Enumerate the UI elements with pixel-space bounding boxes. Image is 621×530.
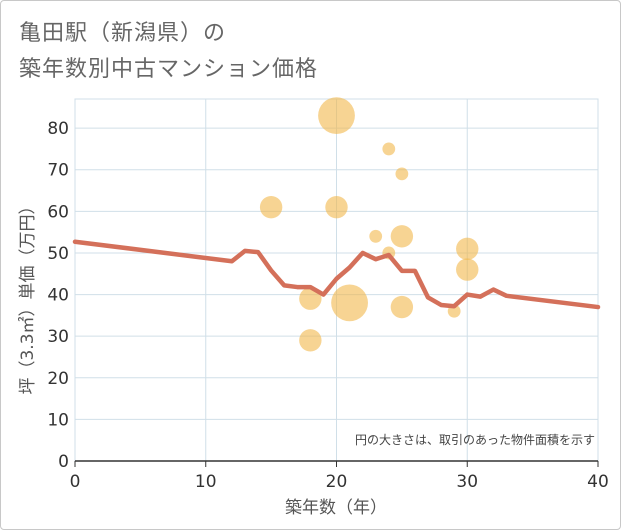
- y-tick-label-0: 0: [58, 452, 69, 472]
- x-axis-label: 築年数（年）: [285, 498, 387, 518]
- bubble-3: [318, 97, 355, 135]
- y-tick-label-60: 60: [47, 202, 69, 222]
- x-tick-label-30: 30: [456, 472, 478, 492]
- bubble-1: [299, 287, 322, 310]
- x-tick-label-10: 10: [195, 472, 217, 492]
- bubble-13: [456, 237, 479, 260]
- bubble-10: [390, 225, 414, 248]
- avg-price-line: [72, 239, 601, 310]
- bubble-6: [369, 229, 383, 243]
- bubble-7: [382, 142, 396, 156]
- bubble-2: [299, 329, 322, 352]
- y-tick-label-40: 40: [47, 286, 69, 306]
- bubble-4: [325, 195, 348, 219]
- bubble-0: [259, 195, 283, 219]
- chart-title-line2: 築年数別中古マンション価格: [19, 57, 319, 82]
- y-tick-label-70: 70: [47, 161, 69, 181]
- bubble-layer: [259, 97, 479, 352]
- y-tick-label-50: 50: [47, 244, 69, 264]
- x-tick-label-40: 40: [587, 472, 609, 492]
- x-tick-label-0: 0: [70, 472, 81, 492]
- tick-layer: 0 10 20 30 40 0 10 20 30 40 50 60 70 80: [47, 119, 608, 492]
- x-tick-label-20: 20: [326, 472, 348, 492]
- bubble-11: [390, 295, 414, 319]
- y-tick-label-10: 10: [47, 410, 69, 430]
- bubble-5: [331, 284, 368, 322]
- y-tick-label-20: 20: [47, 369, 69, 389]
- y-tick-label-80: 80: [47, 119, 69, 139]
- y-axis-label: 坪（3.3㎡）単価（万円）: [18, 197, 38, 394]
- size-note: 円の大きさは、取引のあった物件面積を示す: [355, 432, 595, 447]
- bubble-9: [395, 167, 409, 181]
- bubble-14: [456, 258, 479, 281]
- chart-title-line1: 亀田駅（新潟県）の: [19, 21, 227, 46]
- line-layer: [72, 239, 601, 310]
- y-tick-label-30: 30: [47, 327, 69, 347]
